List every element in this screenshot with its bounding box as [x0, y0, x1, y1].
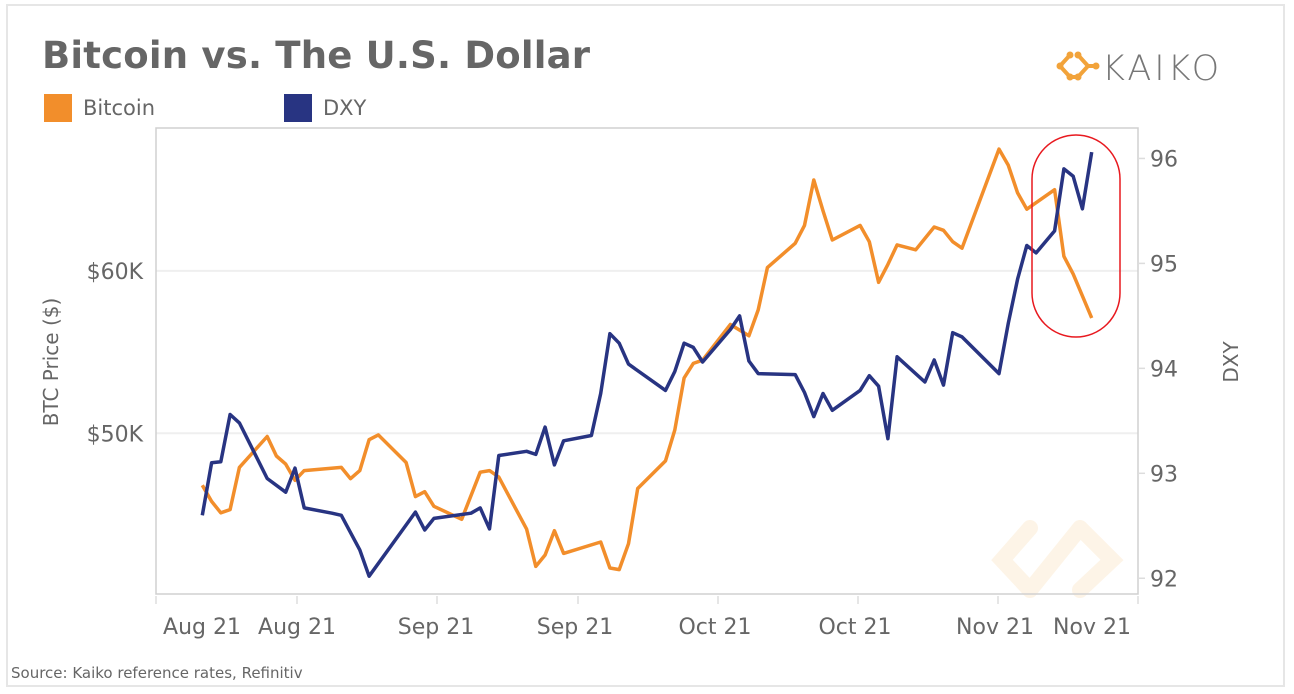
- x-tick-label: Oct 21: [678, 615, 751, 640]
- chart-frame: [6, 4, 1285, 687]
- legend-item-bitcoin: Bitcoin: [44, 94, 155, 122]
- left-axis-title: BTC Price ($): [39, 298, 63, 427]
- legend-swatch-dxy: [284, 94, 312, 122]
- plot-area: [155, 127, 1139, 595]
- right-tick-label: 96: [1150, 147, 1178, 172]
- svg-text:KAIKO: KAIKO: [1102, 49, 1222, 86]
- legend-label-dxy: DXY: [323, 96, 367, 120]
- right-tick-label: 95: [1150, 252, 1178, 277]
- series-line-bitcoin: [200, 147, 1094, 572]
- kaiko-watermark-icon: [991, 520, 1124, 598]
- x-tick-label: Sep 21: [537, 615, 613, 640]
- x-tick-label: Oct 21: [818, 615, 891, 640]
- chart-title: Bitcoin vs. The U.S. Dollar: [42, 34, 591, 77]
- left-tick-label: $60K: [87, 260, 144, 285]
- x-tick-label: Nov 21: [1053, 615, 1131, 640]
- left-tick-label: $50K: [87, 422, 144, 447]
- right-tick-label: 92: [1150, 567, 1178, 592]
- source-note: Source: Kaiko reference rates, Refinitiv: [11, 664, 303, 682]
- highlight-annotation: [1031, 134, 1121, 338]
- x-tick-label: Nov 21: [956, 615, 1034, 640]
- series-line-dxy: [200, 151, 1094, 578]
- legend-label-bitcoin: Bitcoin: [83, 96, 156, 120]
- right-tick-label: 93: [1150, 462, 1178, 487]
- kaiko-logo: KAIKO: [1056, 49, 1222, 86]
- legend-item-dxy: DXY: [284, 94, 366, 122]
- right-axis-title: DXY: [1219, 341, 1243, 383]
- right-tick-label: 94: [1150, 357, 1178, 382]
- x-tick-label: Aug 21: [258, 615, 336, 640]
- x-tick-label: Sep 21: [398, 615, 474, 640]
- x-tick-label: Aug 21: [163, 615, 241, 640]
- legend-swatch-bitcoin: [44, 94, 72, 122]
